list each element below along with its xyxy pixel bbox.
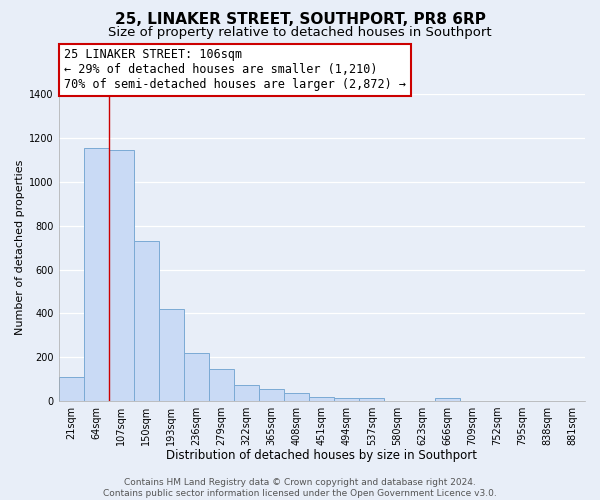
Y-axis label: Number of detached properties: Number of detached properties xyxy=(15,160,25,336)
Bar xyxy=(234,384,259,401)
Text: 25, LINAKER STREET, SOUTHPORT, PR8 6RP: 25, LINAKER STREET, SOUTHPORT, PR8 6RP xyxy=(115,12,485,28)
Bar xyxy=(184,353,209,401)
Text: 25 LINAKER STREET: 106sqm
← 29% of detached houses are smaller (1,210)
70% of se: 25 LINAKER STREET: 106sqm ← 29% of detac… xyxy=(64,48,406,92)
Bar xyxy=(359,398,385,401)
Text: Size of property relative to detached houses in Southport: Size of property relative to detached ho… xyxy=(108,26,492,39)
Bar xyxy=(209,368,234,401)
Text: Contains HM Land Registry data © Crown copyright and database right 2024.
Contai: Contains HM Land Registry data © Crown c… xyxy=(103,478,497,498)
X-axis label: Distribution of detached houses by size in Southport: Distribution of detached houses by size … xyxy=(166,450,478,462)
Bar xyxy=(109,150,134,401)
Bar xyxy=(309,396,334,401)
Bar xyxy=(159,309,184,401)
Bar xyxy=(259,389,284,401)
Bar xyxy=(434,398,460,401)
Bar xyxy=(134,241,159,401)
Bar xyxy=(59,377,84,401)
Bar xyxy=(284,394,309,401)
Bar xyxy=(334,398,359,401)
Bar xyxy=(84,148,109,401)
